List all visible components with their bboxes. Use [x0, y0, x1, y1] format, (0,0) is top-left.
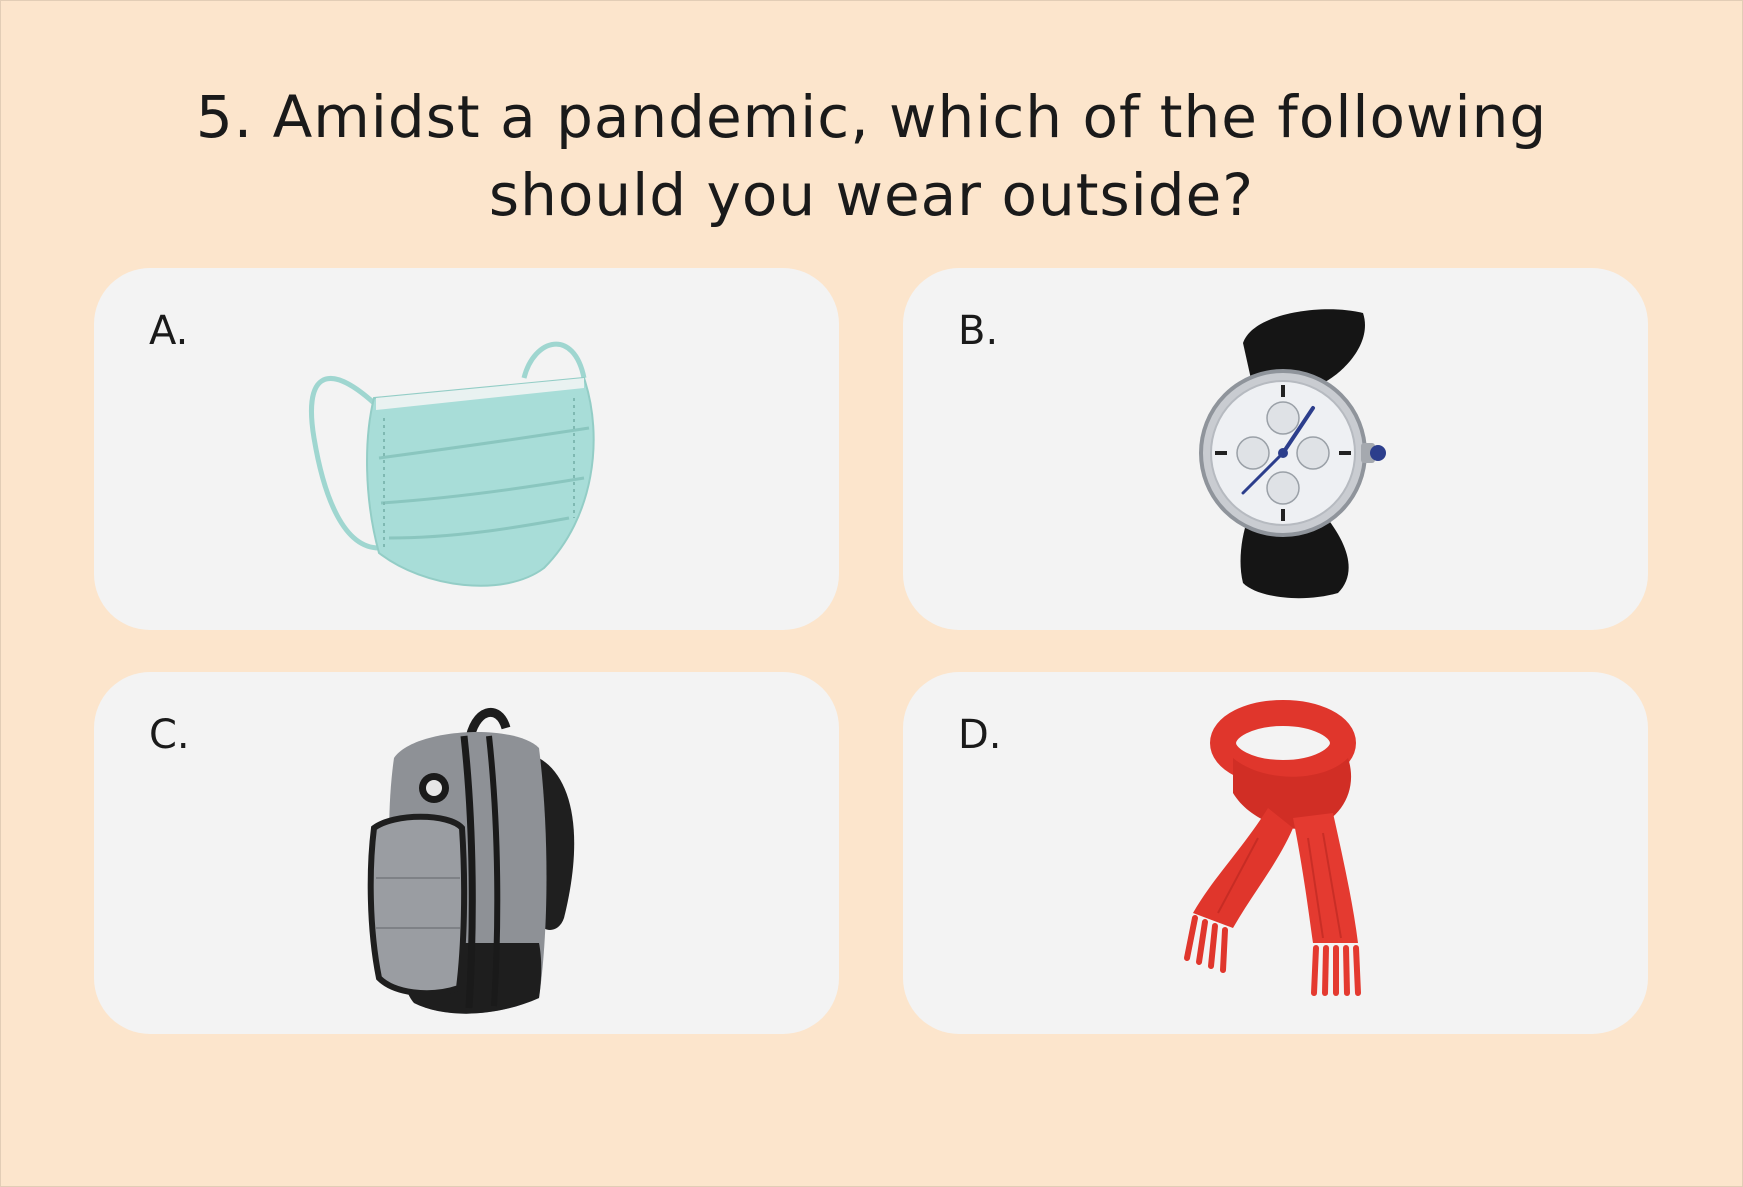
option-c-card[interactable]: C.: [94, 672, 839, 1034]
option-d-card[interactable]: D.: [903, 672, 1648, 1034]
wristwatch-icon: [1199, 309, 1386, 599]
option-b-card[interactable]: B.: [903, 268, 1648, 630]
option-c-letter: C.: [149, 712, 190, 758]
question-line-2: should you wear outside?: [488, 161, 1255, 229]
face-mask-icon: [309, 341, 595, 587]
question-text: 5. Amidst a pandemic, which of the follo…: [0, 78, 1743, 234]
scarf-icon: [1184, 700, 1361, 996]
option-d-letter: D.: [958, 712, 1002, 758]
option-b-letter: B.: [958, 308, 999, 354]
backpack-icon: [367, 707, 575, 1014]
option-a-letter: A.: [149, 308, 189, 354]
question-line-1: 5. Amidst a pandemic, which of the follo…: [195, 83, 1548, 151]
option-a-card[interactable]: A.: [94, 268, 839, 630]
